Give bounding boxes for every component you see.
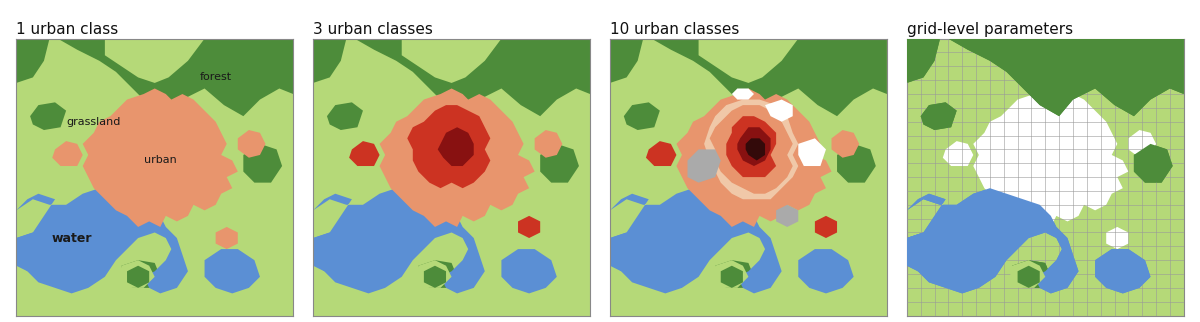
Polygon shape — [726, 116, 776, 177]
Polygon shape — [1009, 260, 1045, 288]
Polygon shape — [943, 141, 973, 166]
Polygon shape — [907, 39, 940, 83]
Polygon shape — [646, 141, 677, 166]
Polygon shape — [1134, 144, 1172, 183]
Polygon shape — [58, 39, 293, 116]
Polygon shape — [438, 127, 474, 166]
Polygon shape — [119, 260, 155, 288]
Polygon shape — [698, 39, 798, 83]
Polygon shape — [737, 127, 770, 166]
Polygon shape — [721, 266, 743, 288]
Polygon shape — [766, 99, 793, 122]
Polygon shape — [424, 266, 446, 288]
Text: 1 urban class: 1 urban class — [17, 23, 119, 37]
Polygon shape — [920, 102, 956, 130]
Polygon shape — [715, 260, 754, 288]
Polygon shape — [127, 266, 149, 288]
Polygon shape — [121, 260, 161, 288]
Polygon shape — [996, 39, 1096, 83]
Polygon shape — [776, 205, 798, 227]
Polygon shape — [402, 39, 502, 83]
Polygon shape — [624, 102, 660, 130]
Polygon shape — [326, 102, 362, 130]
Polygon shape — [349, 141, 379, 166]
Polygon shape — [244, 144, 282, 183]
Polygon shape — [518, 216, 540, 238]
Polygon shape — [379, 89, 535, 227]
Polygon shape — [30, 102, 66, 130]
Polygon shape — [313, 232, 341, 271]
Polygon shape — [907, 188, 1079, 293]
Text: water: water — [52, 232, 92, 244]
Polygon shape — [610, 188, 781, 293]
Polygon shape — [907, 188, 1079, 293]
Polygon shape — [415, 260, 451, 288]
Polygon shape — [204, 249, 260, 293]
Polygon shape — [540, 144, 578, 183]
Polygon shape — [313, 39, 347, 83]
Polygon shape — [709, 105, 793, 194]
Polygon shape — [1096, 249, 1151, 293]
Polygon shape — [1018, 266, 1039, 288]
Polygon shape — [216, 227, 238, 249]
Polygon shape — [1134, 144, 1172, 183]
Polygon shape — [973, 89, 1128, 227]
Polygon shape — [238, 130, 265, 158]
Polygon shape — [17, 39, 49, 83]
Polygon shape — [907, 232, 935, 271]
Polygon shape — [313, 188, 485, 293]
Polygon shape — [815, 216, 838, 238]
Polygon shape — [704, 99, 798, 199]
Polygon shape — [1012, 260, 1051, 288]
Polygon shape — [948, 39, 1183, 116]
Polygon shape — [652, 39, 887, 116]
Polygon shape — [948, 39, 1183, 116]
Polygon shape — [407, 105, 491, 188]
Polygon shape — [502, 249, 557, 293]
Polygon shape — [535, 130, 563, 158]
Polygon shape — [17, 232, 44, 271]
Polygon shape — [1096, 249, 1151, 293]
Polygon shape — [798, 138, 826, 166]
Polygon shape — [713, 260, 749, 288]
Polygon shape — [677, 89, 832, 227]
Polygon shape — [798, 249, 853, 293]
Polygon shape — [732, 89, 754, 99]
Text: urban: urban — [144, 156, 176, 166]
Polygon shape — [907, 39, 940, 83]
Polygon shape — [1009, 260, 1045, 288]
Polygon shape — [907, 232, 935, 271]
Polygon shape — [355, 39, 590, 116]
Polygon shape — [610, 232, 637, 271]
Text: 3 urban classes: 3 urban classes — [313, 23, 433, 37]
Polygon shape — [83, 89, 238, 227]
Polygon shape — [996, 39, 1096, 83]
Text: 10 urban classes: 10 urban classes — [610, 23, 739, 37]
Text: grassland: grassland — [67, 117, 121, 127]
Polygon shape — [104, 39, 204, 83]
Text: forest: forest — [199, 72, 232, 82]
Polygon shape — [745, 138, 766, 160]
Polygon shape — [1128, 130, 1156, 158]
Polygon shape — [1018, 266, 1039, 288]
Text: grid-level parameters: grid-level parameters — [907, 23, 1073, 37]
Polygon shape — [17, 188, 188, 293]
Polygon shape — [832, 130, 859, 158]
Polygon shape — [610, 39, 643, 83]
Polygon shape — [53, 141, 83, 166]
Polygon shape — [1106, 227, 1128, 249]
Polygon shape — [419, 260, 457, 288]
Polygon shape — [688, 149, 721, 183]
Polygon shape — [838, 144, 876, 183]
Polygon shape — [1012, 260, 1051, 288]
Polygon shape — [920, 102, 956, 130]
